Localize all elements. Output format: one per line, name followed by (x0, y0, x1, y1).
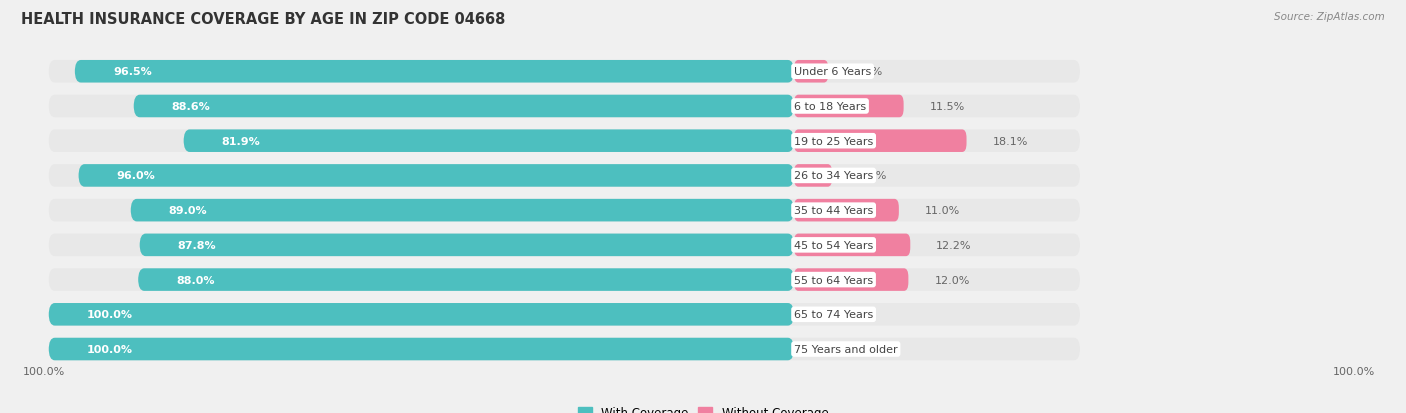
FancyBboxPatch shape (138, 268, 794, 291)
FancyBboxPatch shape (49, 303, 1080, 326)
Text: 4.0%: 4.0% (858, 171, 887, 181)
Text: 100.0%: 100.0% (22, 366, 65, 376)
Text: 26 to 34 Years: 26 to 34 Years (794, 171, 873, 181)
Text: 3.6%: 3.6% (855, 67, 883, 77)
Text: 96.5%: 96.5% (112, 67, 152, 77)
FancyBboxPatch shape (49, 234, 1080, 256)
Text: 65 to 74 Years: 65 to 74 Years (794, 310, 873, 320)
FancyBboxPatch shape (139, 234, 794, 256)
FancyBboxPatch shape (794, 268, 908, 291)
Text: 87.8%: 87.8% (177, 240, 217, 250)
FancyBboxPatch shape (75, 61, 794, 83)
Text: 81.9%: 81.9% (222, 136, 260, 146)
Text: HEALTH INSURANCE COVERAGE BY AGE IN ZIP CODE 04668: HEALTH INSURANCE COVERAGE BY AGE IN ZIP … (21, 12, 506, 27)
FancyBboxPatch shape (49, 338, 1080, 361)
FancyBboxPatch shape (49, 268, 1080, 291)
FancyBboxPatch shape (49, 130, 1080, 153)
Text: 89.0%: 89.0% (169, 206, 208, 216)
FancyBboxPatch shape (49, 199, 1080, 222)
FancyBboxPatch shape (49, 95, 1080, 118)
Text: 75 Years and older: 75 Years and older (794, 344, 897, 354)
FancyBboxPatch shape (134, 95, 794, 118)
FancyBboxPatch shape (49, 303, 794, 326)
Text: 12.2%: 12.2% (936, 240, 972, 250)
Legend: With Coverage, Without Coverage: With Coverage, Without Coverage (572, 401, 834, 413)
Text: 100.0%: 100.0% (1333, 366, 1375, 376)
FancyBboxPatch shape (794, 199, 898, 222)
Text: 6 to 18 Years: 6 to 18 Years (794, 102, 866, 112)
FancyBboxPatch shape (49, 61, 1080, 83)
FancyBboxPatch shape (794, 165, 832, 187)
Text: 100.0%: 100.0% (87, 344, 132, 354)
FancyBboxPatch shape (794, 234, 910, 256)
Text: 45 to 54 Years: 45 to 54 Years (794, 240, 873, 250)
FancyBboxPatch shape (131, 199, 794, 222)
Text: 0.0%: 0.0% (820, 344, 848, 354)
FancyBboxPatch shape (184, 130, 794, 153)
Text: 55 to 64 Years: 55 to 64 Years (794, 275, 873, 285)
Text: 19 to 25 Years: 19 to 25 Years (794, 136, 873, 146)
FancyBboxPatch shape (794, 61, 828, 83)
Text: 18.1%: 18.1% (993, 136, 1028, 146)
Text: Under 6 Years: Under 6 Years (794, 67, 872, 77)
FancyBboxPatch shape (49, 338, 794, 361)
Text: 88.0%: 88.0% (176, 275, 215, 285)
Text: 11.0%: 11.0% (925, 206, 960, 216)
FancyBboxPatch shape (794, 95, 904, 118)
Text: 11.5%: 11.5% (929, 102, 965, 112)
Text: 12.0%: 12.0% (935, 275, 970, 285)
Text: 88.6%: 88.6% (172, 102, 211, 112)
Text: 35 to 44 Years: 35 to 44 Years (794, 206, 873, 216)
Text: 100.0%: 100.0% (87, 310, 132, 320)
FancyBboxPatch shape (49, 165, 1080, 187)
FancyBboxPatch shape (79, 165, 794, 187)
FancyBboxPatch shape (794, 130, 966, 153)
Text: Source: ZipAtlas.com: Source: ZipAtlas.com (1274, 12, 1385, 22)
Text: 96.0%: 96.0% (117, 171, 156, 181)
Text: 0.0%: 0.0% (820, 310, 848, 320)
